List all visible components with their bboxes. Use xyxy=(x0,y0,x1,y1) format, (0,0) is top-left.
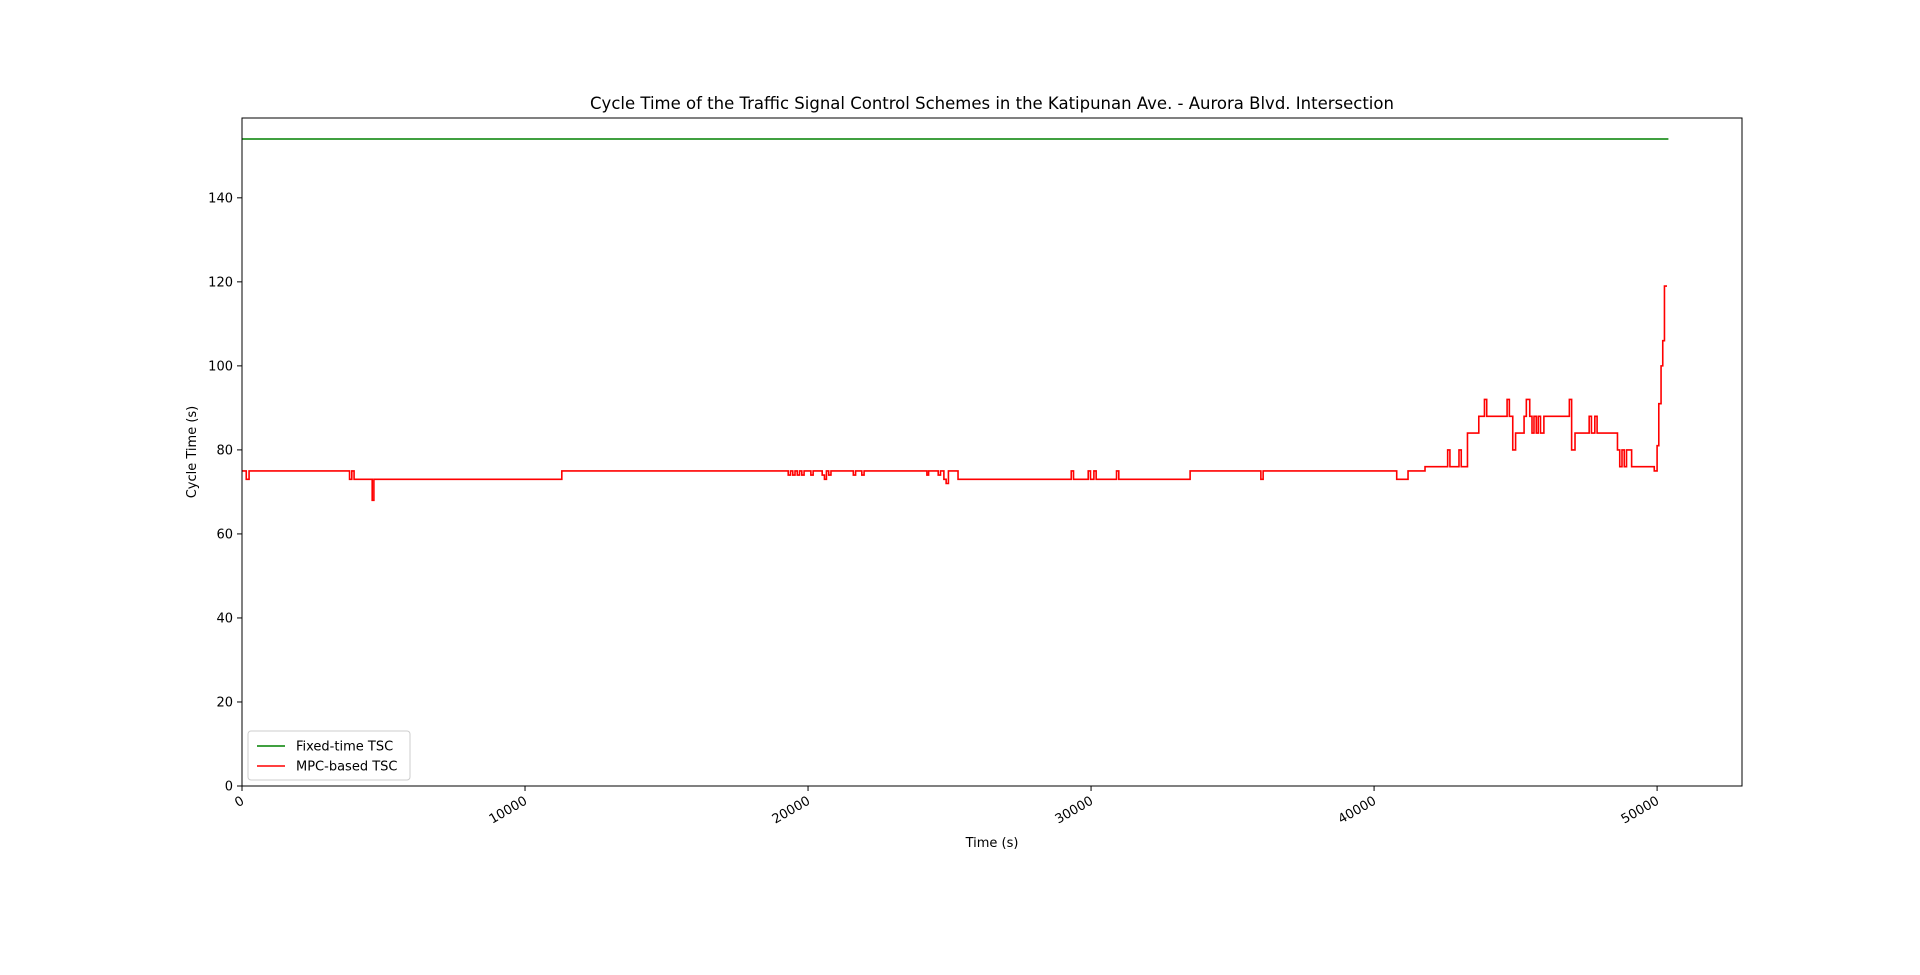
y-tick-label: 120 xyxy=(208,275,233,290)
legend-label-mpc-based-tsc: MPC-based TSC xyxy=(296,760,397,775)
axes-frame xyxy=(241,117,1743,787)
legend-box xyxy=(247,730,411,781)
y-tick-label: 60 xyxy=(216,527,233,542)
y-axis: 0 20 40 60 80 100 120 140 xyxy=(208,191,242,795)
y-tick-label: 140 xyxy=(208,191,233,206)
y-axis-label: Cycle Time (s) xyxy=(185,406,200,499)
legend-label-fixed-time-tsc: Fixed-time TSC xyxy=(296,740,393,755)
series-line-mpc-based-tsc xyxy=(242,285,1667,502)
series-layer xyxy=(242,138,1669,502)
y-tick-label: 80 xyxy=(216,443,233,458)
y-tick-label: 20 xyxy=(216,695,233,710)
x-axis-label: Time (s) xyxy=(965,836,1019,851)
y-tick-label: 40 xyxy=(216,611,233,626)
legend: Fixed-time TSC MPC-based TSC xyxy=(247,730,411,781)
chart-title: Cycle Time of the Traffic Signal Control… xyxy=(590,94,1394,113)
y-tick-label: 0 xyxy=(225,780,233,795)
y-tick-label: 100 xyxy=(208,359,233,374)
